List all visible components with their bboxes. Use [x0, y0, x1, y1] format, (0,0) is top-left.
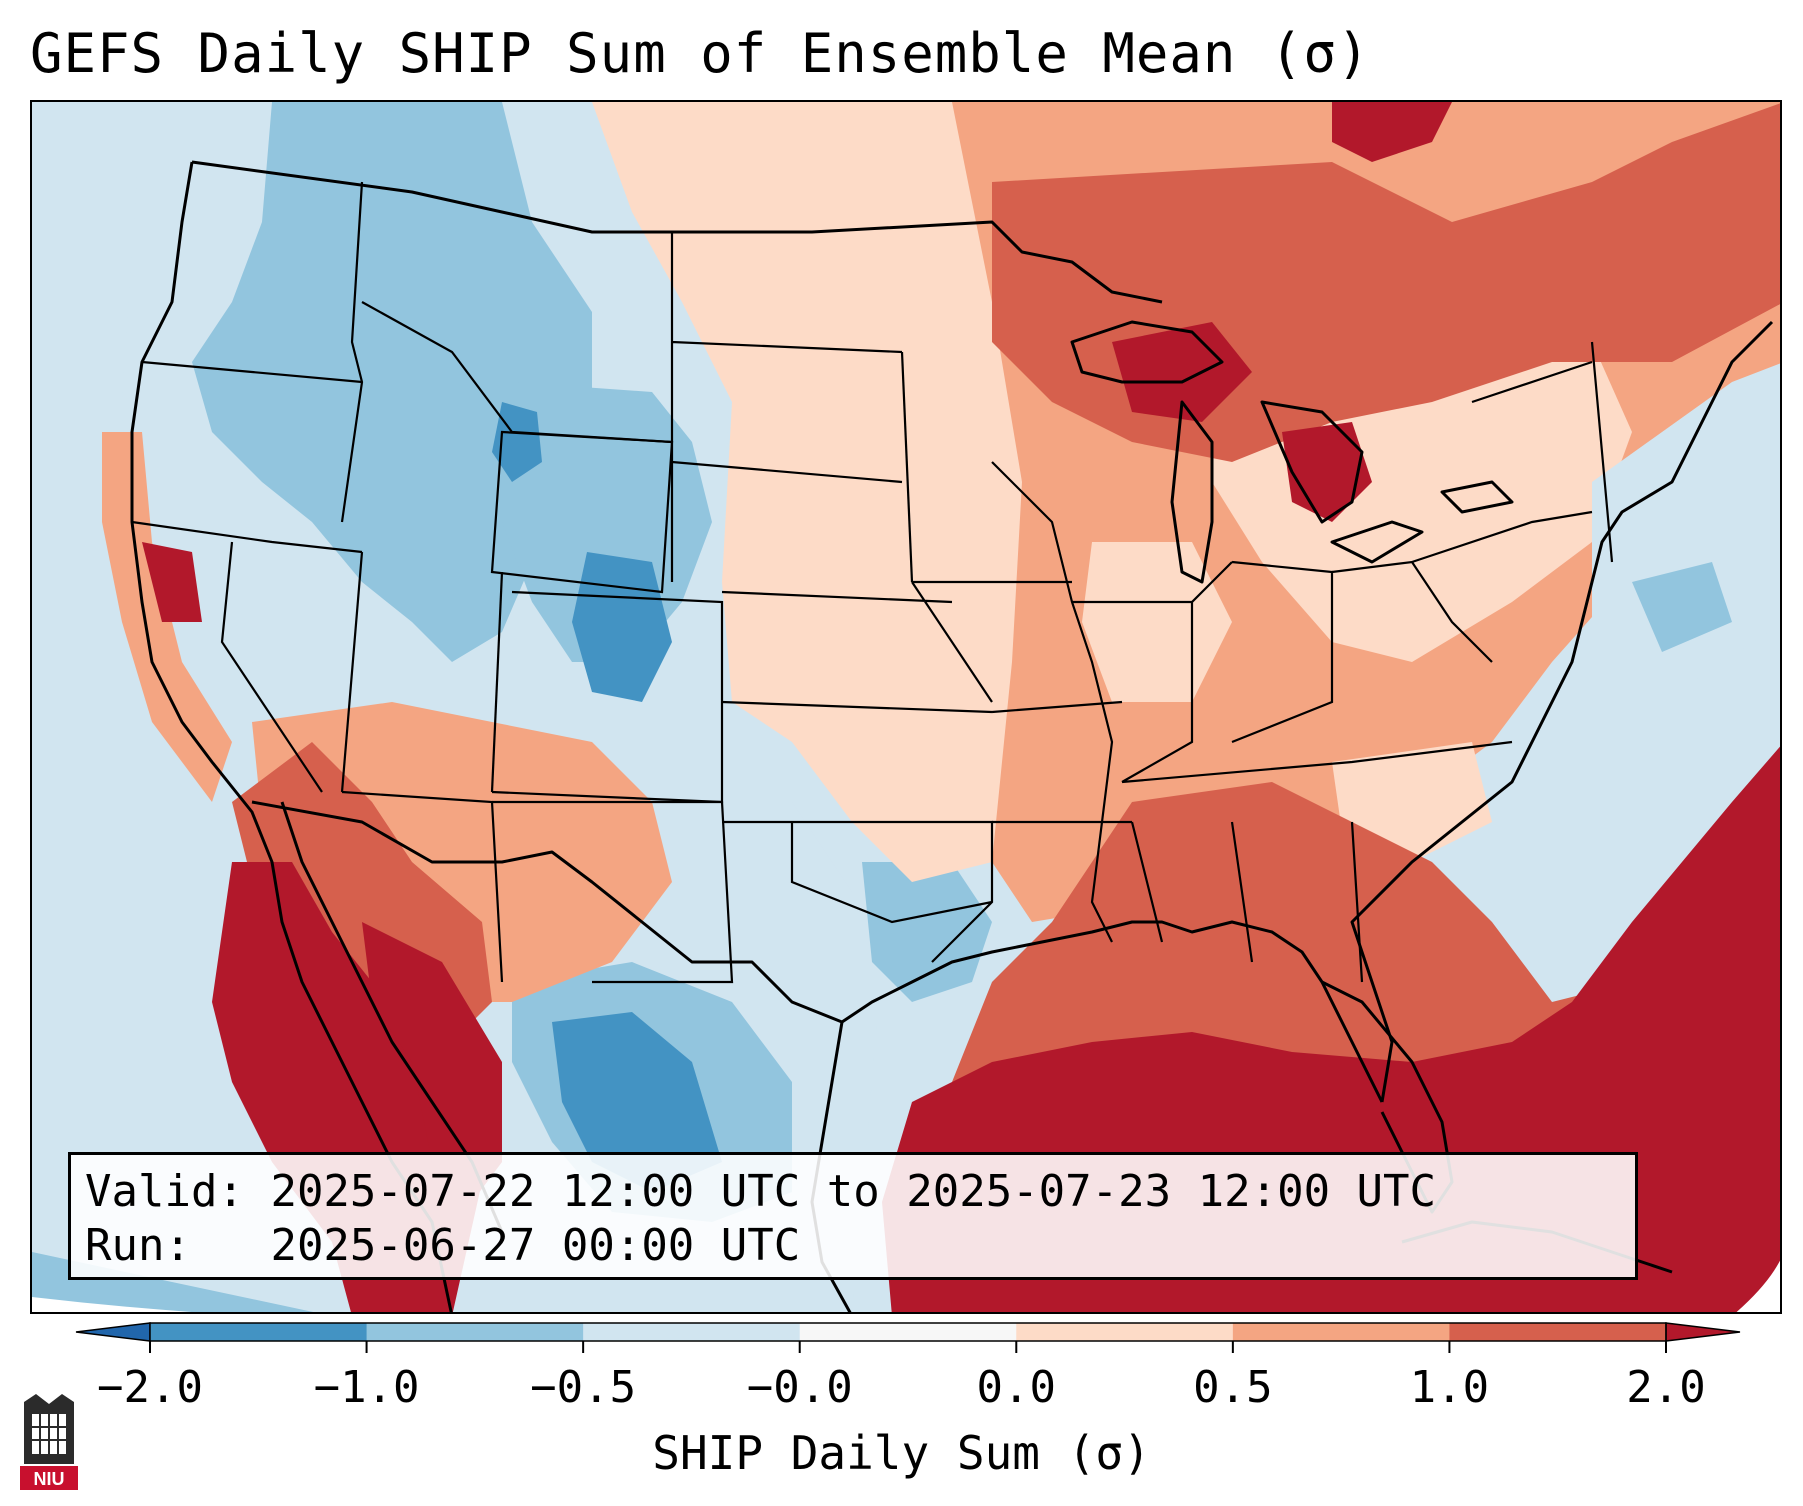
run-label: Run: [85, 1220, 191, 1271]
lake-huron [1260, 400, 1364, 524]
lake-erie [1330, 520, 1424, 564]
colorbar [75, 1322, 1741, 1353]
colorbar-tick-label: 0.0 [976, 1362, 1057, 1413]
state-line-midwest-grid [912, 341, 1614, 983]
state-line-wa-or [141, 360, 363, 384]
field-california-deep-red [142, 542, 202, 622]
niu-building-logo: NIU [20, 1394, 78, 1490]
map-title: GEFS Daily SHIP Sum of Ensemble Mean (σ) [30, 22, 1371, 85]
niu-logo-text: NIU [34, 1469, 65, 1489]
field-atlantic-pale-blue [1592, 363, 1780, 702]
atlantic-coastline [1350, 320, 1774, 1103]
colorbar-bin [1232, 1323, 1450, 1341]
field-upper-michigan-deep-red [1112, 322, 1252, 422]
lake-superior [1070, 320, 1224, 384]
colorbar-label: SHIP Daily Sum (σ) [652, 1426, 1151, 1480]
colorbar-outline [149, 1322, 1667, 1342]
run-value: 2025-06-27 00:00 UTC [270, 1220, 801, 1271]
state-line-ne-ks [721, 581, 993, 714]
map-extent-edge-right [1736, 1260, 1780, 1312]
state-line-nv-ut [340, 551, 364, 793]
colorbar-extend-over [1665, 1322, 1741, 1342]
valid-value: 2025-07-22 12:00 UTC to 2025-07-23 12:00… [270, 1166, 1437, 1217]
field-plains-pale-red [592, 102, 1032, 882]
colorbar-bin [583, 1323, 801, 1341]
colorbar-tick-label: −0.5 [530, 1362, 637, 1413]
field-mexico-deep-blue [552, 1012, 722, 1192]
state-line-ok-tx [722, 820, 994, 963]
state-line-id-west [340, 181, 364, 523]
colorbar-tick-label: 1.0 [1409, 1362, 1490, 1413]
field-atlantic-light-blue [1632, 562, 1732, 652]
field-lake-huron-deep-red [1282, 422, 1372, 522]
lake-michigan [1170, 400, 1214, 584]
field-west-mexico-deep-red [362, 922, 502, 1202]
colorbar-tick-label: −2.0 [97, 1362, 203, 1413]
state-line-mn-west [900, 351, 914, 583]
gulf-coastline [841, 920, 1384, 1103]
valid-run-info-box: Valid: 2025-07-22 12:00 UTC to 2025-07-2… [68, 1152, 1638, 1280]
field-texas-light-blue [862, 862, 992, 1002]
colorbar-tick-label: −1.0 [313, 1362, 420, 1413]
valid-label: Valid: [85, 1166, 244, 1217]
valid-line: Valid: 2025-07-22 12:00 UTC to 2025-07-2… [85, 1165, 1621, 1219]
field-northwest-light-blue [192, 102, 592, 662]
colorbar-bin [150, 1323, 368, 1341]
colorbar-bin [1449, 1323, 1667, 1341]
state-line-nv-ca [220, 541, 323, 793]
state-line-dakotas [670, 232, 903, 582]
colorbar-bin [799, 1323, 1017, 1341]
field-ohio-valley-pale-red [1082, 542, 1232, 702]
us-mexico-border [251, 800, 843, 1024]
field-southwest-corner-blue [32, 1252, 314, 1312]
colorbar-tick-label: 0.5 [1193, 1362, 1273, 1413]
map-extent-edge [32, 1297, 192, 1312]
run-line: Run: 2025-06-27 00:00 UTC [85, 1219, 1621, 1273]
map-panel: Valid: 2025-07-22 12:00 UTC to 2025-07-2… [30, 100, 1782, 1314]
colorbar-tick-label: 2.0 [1626, 1362, 1706, 1413]
colorbar-tick-label: −0.0 [746, 1362, 853, 1413]
us-canada-border [191, 160, 1163, 304]
state-borders [131, 181, 1614, 984]
field-quebec-deep-red [1332, 102, 1452, 162]
state-line-mississippi [991, 461, 1114, 943]
colorbar-bin [1016, 1323, 1234, 1341]
lake-ontario [1440, 480, 1514, 514]
ship-map [32, 102, 1780, 1312]
colorbar-extend-under [75, 1322, 151, 1342]
state-line-wy-box [490, 430, 674, 594]
colorbar-bin [366, 1323, 584, 1341]
state-line-or-ca [131, 520, 363, 554]
state-line-ut-co [490, 571, 504, 793]
state-line-nm-east [492, 800, 734, 984]
